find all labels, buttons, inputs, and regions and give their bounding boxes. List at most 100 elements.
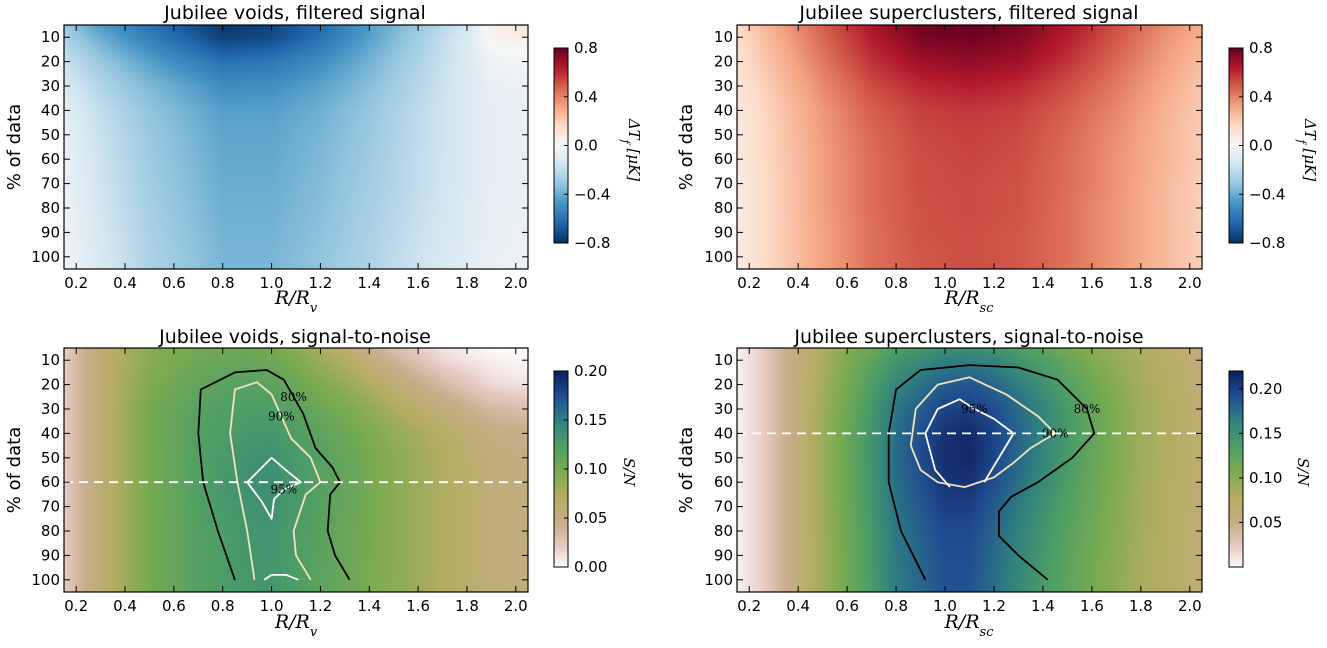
x-tick-label: 0.8	[884, 597, 908, 615]
heatmap-image	[737, 25, 1202, 269]
contour-line	[197, 369, 351, 581]
x-tick-label: 1.4	[357, 597, 381, 615]
colorbar-tick-label: −0.8	[1249, 234, 1285, 252]
panel-title: Jubilee superclusters, filtered signal	[798, 2, 1138, 24]
x-tick-label: 0.8	[884, 274, 908, 292]
x-tick-label: 1.6	[1080, 597, 1104, 615]
colorbar-label: S/N	[620, 458, 638, 487]
x-tick-label: 2.0	[504, 274, 528, 292]
y-tick-label: 70	[41, 498, 60, 516]
y-tick-label: 90	[714, 223, 733, 241]
x-tick-label: 1.0	[933, 274, 957, 292]
y-tick-label: 40	[714, 101, 733, 119]
x-tick-label: 0.4	[113, 274, 137, 292]
colorbar-tick-label: 0.4	[1249, 88, 1273, 106]
plot-frame	[736, 24, 1203, 270]
y-tick-label: 50	[41, 126, 60, 144]
colorbar-tick-label: 0.8	[1249, 39, 1273, 57]
colorbar-tick-label: 0.20	[1249, 380, 1282, 398]
panel-title: Jubilee voids, filtered signal	[163, 2, 426, 24]
plot-frame	[63, 24, 529, 270]
x-tick-label: 0.2	[64, 274, 88, 292]
colorbar-tick-label: −0.8	[574, 234, 610, 252]
x-tick-label: 1.0	[260, 597, 284, 615]
y-tick-label: 100	[704, 571, 733, 589]
colorbar-tick-label: −0.4	[1249, 185, 1285, 203]
y-tick-label: 30	[714, 400, 733, 418]
x-tick-label: 2.0	[1178, 274, 1202, 292]
y-axis-label: % of data	[676, 104, 697, 190]
contour-label: 90%	[268, 409, 295, 423]
contour-line	[263, 574, 299, 581]
contour-line	[924, 398, 1015, 488]
panel-title: Jubilee superclusters, signal-to-noise	[793, 326, 1143, 348]
contour-line	[909, 376, 1057, 489]
x-tick-label: 0.8	[211, 597, 235, 615]
colorbar-tick-label: 0.05	[1249, 513, 1282, 531]
colorbar-label: ΔTf [μK]	[1296, 118, 1320, 181]
colorbar-tick-label: 0.20	[574, 362, 607, 380]
y-tick-label: 80	[41, 199, 60, 217]
x-tick-label: 1.6	[1080, 274, 1104, 292]
y-axis-label: % of data	[676, 427, 697, 513]
contour-line	[887, 364, 1096, 581]
x-axis-label: R/Rsc	[944, 611, 995, 640]
x-tick-label: 1.2	[982, 597, 1006, 615]
x-tick-label: 0.8	[211, 274, 235, 292]
y-tick-label: 50	[714, 126, 733, 144]
y-tick-label: 30	[714, 77, 733, 95]
x-tick-label: 1.4	[1031, 597, 1055, 615]
y-tick-label: 80	[714, 199, 733, 217]
x-tick-label: 1.2	[308, 597, 332, 615]
x-tick-label: 1.2	[308, 274, 332, 292]
x-tick-label: 0.4	[786, 274, 810, 292]
x-tick-label: 0.6	[835, 597, 859, 615]
x-axis-label: R/Rv	[274, 611, 318, 640]
y-tick-label: 40	[41, 101, 60, 119]
colorbar-label: ΔTf [μK]	[620, 118, 644, 181]
y-tick-label: 50	[41, 449, 60, 467]
y-tick-label: 30	[41, 77, 60, 95]
y-tick-label: 20	[714, 53, 733, 71]
y-axis-label: % of data	[4, 427, 25, 513]
x-tick-label: 2.0	[504, 597, 528, 615]
contour-label: 80%	[1074, 402, 1101, 416]
y-tick-label: 80	[714, 522, 733, 540]
y-tick-label: 40	[714, 424, 733, 442]
heatmap-image	[64, 25, 528, 269]
y-tick-label: 100	[704, 248, 733, 266]
y-tick-label: 60	[714, 473, 733, 491]
colorbar-tick-label: −0.4	[574, 185, 610, 203]
y-tick-label: 90	[714, 546, 733, 564]
heatmap-image	[737, 348, 1202, 592]
contour-line	[246, 456, 302, 520]
x-tick-label: 2.0	[1178, 597, 1202, 615]
x-tick-label: 1.0	[933, 597, 957, 615]
contour-label: 95%	[270, 483, 297, 497]
y-tick-label: 90	[41, 223, 60, 241]
colorbar	[1228, 370, 1244, 568]
x-tick-label: 0.2	[64, 597, 88, 615]
colorbar-tick-label: 0.8	[574, 39, 598, 57]
y-tick-label: 90	[41, 546, 60, 564]
x-tick-label: 0.4	[113, 597, 137, 615]
y-tick-label: 20	[41, 53, 60, 71]
y-tick-label: 70	[41, 175, 60, 193]
y-tick-label: 100	[31, 571, 60, 589]
x-tick-label: 1.0	[260, 274, 284, 292]
x-tick-label: 1.4	[1031, 274, 1055, 292]
panel-voids-snr: Jubilee voids, signal-to-noise 80% 90% 95%…	[4, 326, 638, 640]
y-axis-label: % of data	[4, 104, 25, 190]
y-tick-label: 60	[714, 150, 733, 168]
colorbar-tick-label: 0.15	[574, 411, 607, 429]
y-tick-label: 10	[41, 28, 60, 46]
x-tick-label: 1.8	[1129, 274, 1153, 292]
x-tick-label: 0.2	[737, 597, 761, 615]
y-tick-label: 40	[41, 424, 60, 442]
colorbar-tick-label: 0.10	[574, 460, 607, 478]
y-tick-label: 50	[714, 449, 733, 467]
colorbar-label: S/N	[1294, 458, 1312, 487]
x-tick-label: 0.6	[162, 274, 186, 292]
contour-label: 95%	[961, 402, 988, 416]
